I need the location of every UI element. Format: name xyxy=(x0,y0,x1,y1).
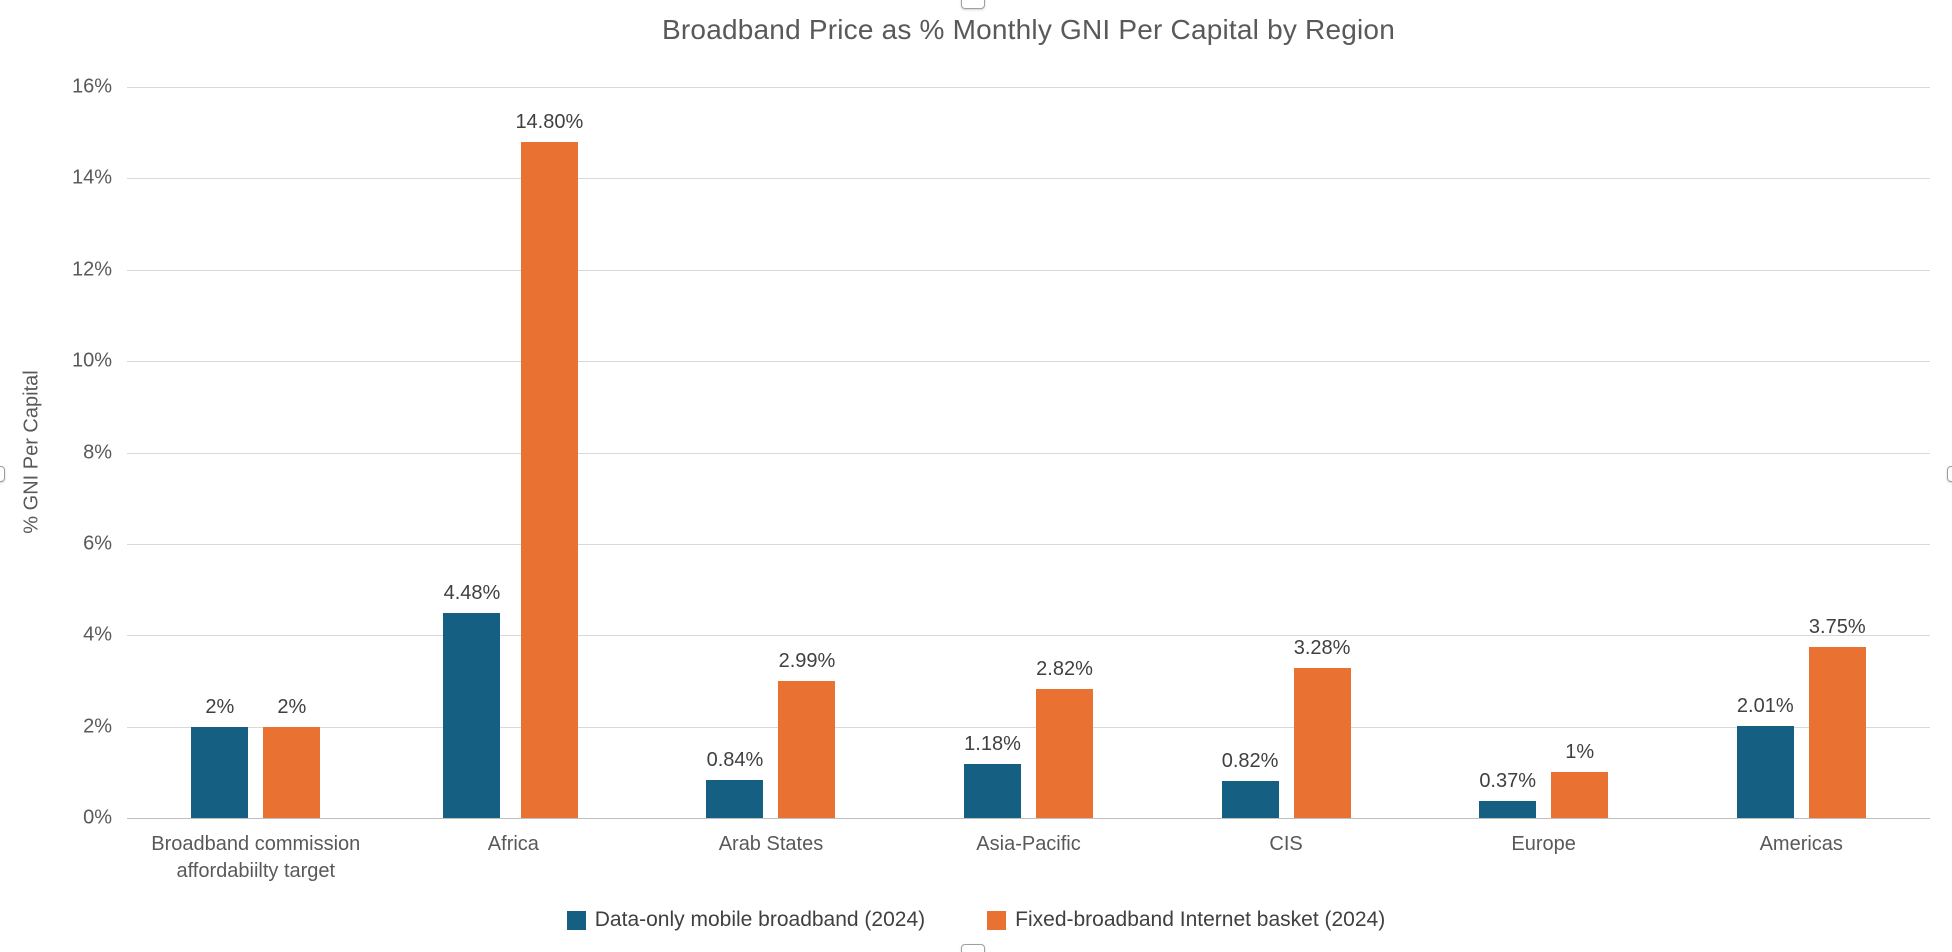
chart-resize-handle-top[interactable] xyxy=(961,0,985,9)
y-tick-label: 6% xyxy=(83,532,112,555)
bar-wrap: 2% xyxy=(191,695,249,818)
data-label: 14.80% xyxy=(515,110,584,133)
x-axis-category-labels: Broadband commission affordabiilty targe… xyxy=(127,831,1930,885)
gridline xyxy=(127,452,1930,454)
bar-groups: 2% 2% 4.48% 14.80% 0.84% 2.99% 1.18% 2.82% 0.82%… xyxy=(127,87,1930,818)
bar[interactable] xyxy=(1551,772,1609,818)
bar[interactable] xyxy=(263,726,321,818)
bar-group: 2% 2% xyxy=(127,87,385,818)
bar-wrap: 3.75% xyxy=(1808,615,1866,818)
bar[interactable] xyxy=(1221,780,1279,818)
bar-group: 0.84% 2.99% xyxy=(642,87,900,818)
bar-group: 2.01% 3.75% xyxy=(1672,87,1930,818)
bar-wrap: 1% xyxy=(1551,741,1609,818)
legend-swatch-icon xyxy=(987,910,1007,930)
bar-wrap: 0.84% xyxy=(706,748,764,818)
category-label: CIS xyxy=(1269,833,1303,855)
data-label: 1.18% xyxy=(964,733,1021,756)
bar[interactable] xyxy=(964,764,1022,818)
bar[interactable] xyxy=(1479,801,1537,818)
bar-wrap: 2% xyxy=(263,695,321,818)
gridline xyxy=(127,361,1930,363)
y-tick-label: 10% xyxy=(71,349,112,372)
y-tick-label: 8% xyxy=(83,441,112,463)
bar-wrap: 1.18% xyxy=(964,733,1022,818)
bar-wrap: 2.99% xyxy=(778,650,836,818)
legend-label: Fixed-broadband Internet basket (2024) xyxy=(1015,908,1386,931)
bar[interactable] xyxy=(520,141,578,818)
data-label: 0.84% xyxy=(706,748,764,771)
data-label: 4.48% xyxy=(443,582,501,605)
bar-group: 0.37% 1% xyxy=(1415,87,1673,818)
category-label: Asia-Pacific xyxy=(976,833,1081,855)
data-label: 2% xyxy=(205,695,235,718)
bar-wrap: 0.37% xyxy=(1479,770,1537,818)
data-label: 3.28% xyxy=(1293,637,1351,660)
category-label: Arab States xyxy=(718,833,824,855)
bar-wrap: 2.82% xyxy=(1036,658,1094,818)
bar[interactable] xyxy=(778,681,836,818)
bar-group: 0.82% 3.28% xyxy=(1157,87,1415,818)
data-label: 2.01% xyxy=(1736,695,1794,718)
data-label: 2.99% xyxy=(778,650,836,673)
bar[interactable] xyxy=(443,613,501,818)
gridline xyxy=(127,178,1930,180)
chart-resize-handle-bottom[interactable] xyxy=(961,944,985,952)
bar-wrap: 2.01% xyxy=(1736,695,1794,818)
gridline xyxy=(127,818,1930,819)
chart-resize-handle-right[interactable] xyxy=(1947,466,1952,482)
bar[interactable] xyxy=(706,779,764,818)
bar-wrap: 14.80% xyxy=(515,111,583,818)
y-tick-label: 2% xyxy=(83,715,112,738)
bar-group: 1.18% 2.82% xyxy=(900,87,1158,818)
legend-label: Data-only mobile broadband (2024) xyxy=(594,908,926,931)
category-label: Africa xyxy=(487,833,539,855)
category-label: Europe xyxy=(1511,833,1576,855)
bar-wrap: 0.82% xyxy=(1221,749,1279,818)
bar[interactable] xyxy=(191,726,249,818)
category-label: Broadband commission affordabiilty targe… xyxy=(151,833,361,882)
data-label: 0.82% xyxy=(1221,749,1279,772)
chart-resize-handle-left[interactable] xyxy=(0,466,5,482)
legend-entry[interactable]: Fixed-broadband Internet basket (2024) xyxy=(987,908,1385,932)
gridline xyxy=(127,87,1930,88)
data-label: 3.75% xyxy=(1808,615,1866,638)
bar-wrap: 4.48% xyxy=(443,582,501,818)
legend-swatch-icon xyxy=(566,910,586,930)
gridline xyxy=(127,543,1930,545)
legend-entry[interactable]: Data-only mobile broadband (2024) xyxy=(566,908,926,932)
y-tick-label: 12% xyxy=(71,258,112,281)
bar[interactable] xyxy=(1808,646,1866,818)
y-tick-label: 0% xyxy=(83,806,112,829)
bar[interactable] xyxy=(1736,726,1794,818)
y-tick-label: 4% xyxy=(83,623,112,646)
data-label: 2% xyxy=(277,695,307,718)
bar[interactable] xyxy=(1293,668,1351,818)
data-label: 2.82% xyxy=(1036,658,1093,681)
y-tick-label: 16% xyxy=(71,75,112,98)
chart-title[interactable]: Broadband Price as % Monthly GNI Per Cap… xyxy=(662,14,1395,45)
gridline xyxy=(127,726,1930,728)
gridline xyxy=(127,269,1930,271)
legend: Data-only mobile broadband (2024) Fixed-b… xyxy=(0,908,1952,932)
bar-group: 4.48% 14.80% xyxy=(385,87,643,818)
bar-wrap: 3.28% xyxy=(1293,637,1351,818)
y-tick-label: 14% xyxy=(71,166,112,189)
plot-area: 0% 2% 4% 6% 8% 10% 12% 14% 16% 2% 2% 4.48% 14.80% 0.… xyxy=(72,76,1930,829)
data-label: 0.37% xyxy=(1479,770,1537,793)
data-label: 1% xyxy=(1565,741,1595,764)
gridline xyxy=(127,635,1930,637)
category-label: Americas xyxy=(1759,833,1843,855)
bar[interactable] xyxy=(1036,689,1094,818)
